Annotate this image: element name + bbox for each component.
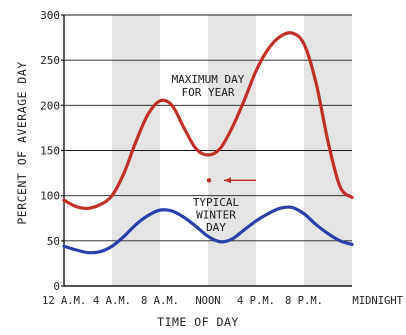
y-axis-title: PERCENT OF AVERAGE DAY <box>15 61 29 224</box>
x-tick-label-1: 4 A.M. <box>93 295 131 307</box>
y-tick-label-0: 0 <box>53 280 60 293</box>
axes <box>61 14 65 287</box>
x-tick-label-4: 4 P.M. <box>237 295 275 307</box>
x-tick-label-0: 12 A.M. <box>42 295 86 307</box>
series-lines <box>62 31 354 255</box>
series-line-1 <box>62 205 354 255</box>
x-tick-label-2: 8 A.M. <box>141 295 179 307</box>
x-tick-label-3: NOON <box>195 295 220 307</box>
y-tick-label-300: 300 <box>40 9 60 22</box>
marker-arrow-head <box>224 177 231 184</box>
x-tick-label-6: MIDNIGHT <box>352 295 403 307</box>
x-tick-label-5: 8 P.M. <box>285 295 323 307</box>
annotation-0-line-1: FOR YEAR <box>182 86 235 99</box>
x-axis-title: TIME OF DAY <box>157 315 239 329</box>
annotations: MAXIMUM DAY FOR YEAR TYPICAL WINTER DAY <box>172 73 245 234</box>
annotation-1-line-2: DAY <box>206 221 226 234</box>
y-tick-label-150: 150 <box>40 145 60 158</box>
y-tick-label-250: 250 <box>40 54 60 67</box>
annotation-0: MAXIMUM DAY FOR YEAR <box>172 73 245 99</box>
annotation-0-line-0: MAXIMUM DAY <box>172 73 245 86</box>
marker-dot <box>206 178 212 183</box>
x-tick-labels: 12 A.M. 4 A.M. 8 A.M. NOON 4 P.M. 8 P.M. MIDNI… <box>42 295 404 307</box>
y-tick-labels: 0 50 100 150 200 250 300 <box>40 9 60 293</box>
arrow-marker <box>206 177 256 184</box>
y-tick-label-50: 50 <box>47 235 60 248</box>
annotation-1: TYPICAL WINTER DAY <box>193 196 240 234</box>
annotation-1-line-0: TYPICAL <box>193 196 240 209</box>
y-tick-label-100: 100 <box>40 190 60 203</box>
annotation-1-line-1: WINTER <box>196 209 236 222</box>
y-tick-label-200: 200 <box>40 99 60 112</box>
series-line-0 <box>62 31 354 210</box>
